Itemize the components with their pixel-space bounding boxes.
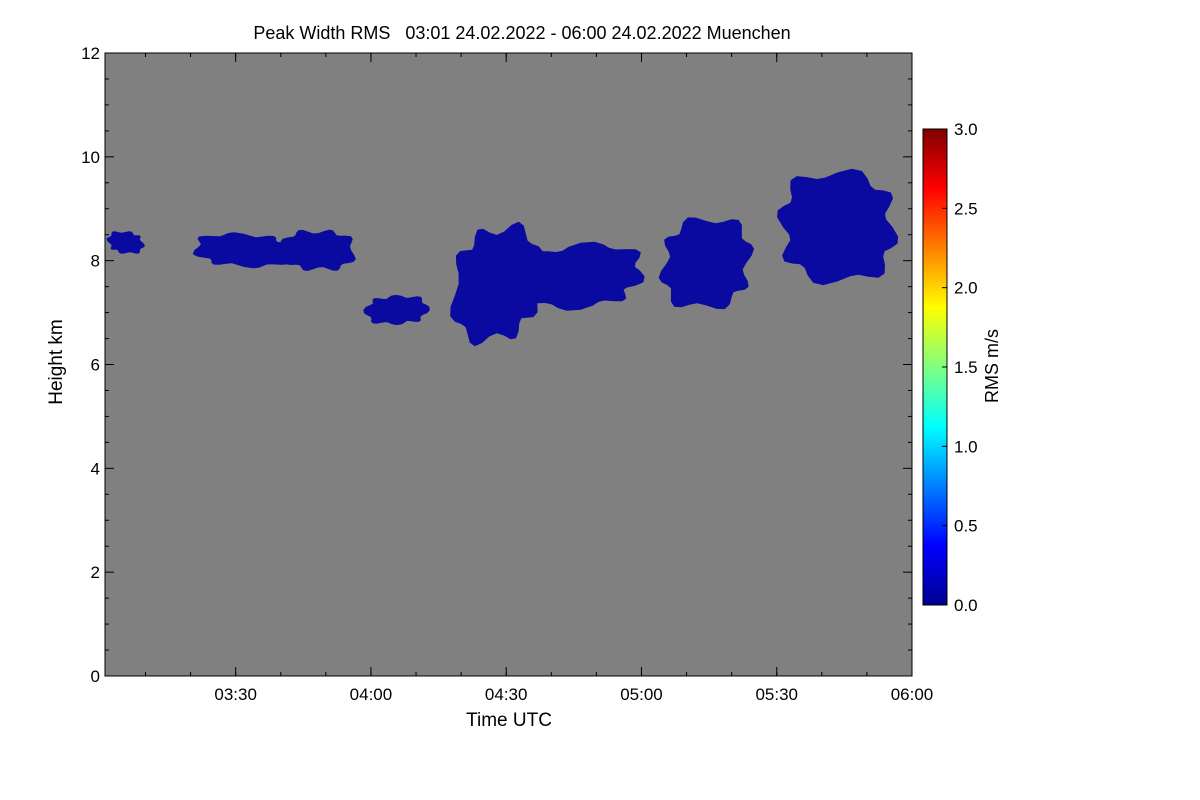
y-tick-label: 12 xyxy=(81,44,100,63)
colorbar-tick-label: 1.5 xyxy=(954,358,978,377)
colorbar-tick-label: 2.0 xyxy=(954,279,978,298)
cloud-region-cloud-band-west xyxy=(192,232,295,269)
cloud-region-cloud-patch-east xyxy=(658,217,755,310)
x-tick: 06:00 xyxy=(891,53,934,704)
x-tick-label: 04:00 xyxy=(350,685,393,704)
colorbar-tick-label: 0.5 xyxy=(954,517,978,536)
y-tick: 0 xyxy=(91,667,912,686)
plot-content xyxy=(106,168,899,347)
colorbar-tick-label: 2.5 xyxy=(954,199,978,218)
plot-background xyxy=(105,53,912,676)
colorbar: 0.0 0.5 1.0 1.5 2.0 2.5 3.0 xyxy=(922,120,978,615)
x-tick-label: 05:30 xyxy=(755,685,798,704)
colorbar-tick-label: 3.0 xyxy=(954,120,978,139)
y-tick-label: 8 xyxy=(91,252,100,271)
y-tick: 4 xyxy=(91,459,912,478)
y-tick-label: 6 xyxy=(91,356,100,375)
colorbar-label: RMS m/s xyxy=(982,329,1002,403)
plot-axes: 03:30 04:00 04:30 05:00 05:30 06:00 0 2 4 6 8 10 12 xyxy=(81,44,933,704)
y-tick: 6 xyxy=(91,356,912,375)
cloud-region-cloud-patch-low-west xyxy=(363,294,430,326)
chart-title: Peak Width RMS 03:01 24.02.2022 - 06:00 … xyxy=(253,23,790,43)
x-tick-label: 03:30 xyxy=(214,685,257,704)
y-tick: 10 xyxy=(81,148,912,167)
cloud-region-cloud-left-edge xyxy=(106,231,145,254)
x-tick-label: 04:30 xyxy=(485,685,528,704)
colorbar-tick-label: 1.0 xyxy=(954,437,978,456)
y-tick-label: 4 xyxy=(91,459,100,478)
y-tick-label: 2 xyxy=(91,563,100,582)
y-tick: 12 xyxy=(81,44,912,63)
cloud-region-cloud-main-core xyxy=(450,221,544,347)
y-axis-label: Height km xyxy=(46,319,67,405)
colorbar-tick-label: 0.0 xyxy=(954,596,978,615)
x-tick-label: 06:00 xyxy=(891,685,934,704)
cloud-region-cloud-band-center xyxy=(516,241,645,311)
y-tick-label: 0 xyxy=(91,667,100,686)
y-tick: 2 xyxy=(91,563,912,582)
x-tick-label: 05:00 xyxy=(620,685,663,704)
cloud-region-cloud-band-west-2 xyxy=(280,229,356,271)
y-tick: 8 xyxy=(91,252,912,271)
y-tick-label: 10 xyxy=(81,148,100,167)
x-axis-label: Time UTC xyxy=(466,710,552,731)
cloud-region-cloud-band-east xyxy=(777,168,899,286)
